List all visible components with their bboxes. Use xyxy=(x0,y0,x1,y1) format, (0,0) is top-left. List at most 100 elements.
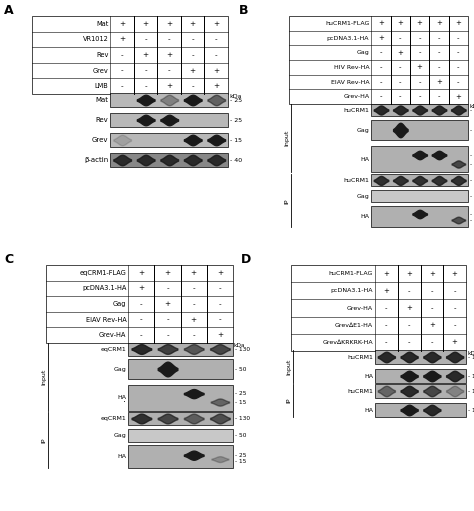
Text: +: + xyxy=(119,21,125,27)
Text: Grev∆KRKRK-HA: Grev∆KRKRK-HA xyxy=(322,340,373,345)
Bar xyxy=(375,403,466,417)
Text: pcDNA3.1-HA: pcDNA3.1-HA xyxy=(330,288,373,293)
Text: pcDNA3.1-HA: pcDNA3.1-HA xyxy=(327,35,369,40)
Text: +: + xyxy=(397,50,403,56)
Text: Gag: Gag xyxy=(114,433,126,438)
Bar xyxy=(128,412,233,425)
Text: -: - xyxy=(121,67,123,74)
Text: +: + xyxy=(138,270,145,276)
Text: -: - xyxy=(168,67,171,74)
Text: kDa: kDa xyxy=(234,343,246,348)
Text: +: + xyxy=(164,301,171,307)
Text: +: + xyxy=(166,21,172,27)
Text: -: - xyxy=(453,305,456,311)
Text: -: - xyxy=(166,317,169,322)
Text: +: + xyxy=(217,332,223,338)
Bar xyxy=(32,16,228,94)
Text: IP: IP xyxy=(41,437,46,443)
Bar xyxy=(371,205,468,227)
Text: +: + xyxy=(456,94,461,100)
Text: huCRM1: huCRM1 xyxy=(347,388,373,393)
Text: +: + xyxy=(429,322,435,328)
Text: -: - xyxy=(408,339,410,345)
Text: +: + xyxy=(190,21,196,27)
Text: kDa: kDa xyxy=(467,351,474,356)
Text: IP: IP xyxy=(286,398,291,403)
Text: +: + xyxy=(383,271,389,276)
Text: -: - xyxy=(219,317,221,322)
Bar xyxy=(291,265,466,351)
Text: -: - xyxy=(457,50,460,56)
Text: +: + xyxy=(191,270,197,276)
Text: -: - xyxy=(215,52,218,58)
Text: +: + xyxy=(190,67,196,74)
Text: -: - xyxy=(145,67,147,74)
Text: -: - xyxy=(457,35,460,41)
Text: +: + xyxy=(406,305,412,311)
Text: -: - xyxy=(399,79,401,85)
Text: - 15: - 15 xyxy=(230,137,242,143)
Text: HA: HA xyxy=(360,214,369,219)
Text: eqCRM1-FLAG: eqCRM1-FLAG xyxy=(80,270,126,276)
Text: ·: · xyxy=(123,397,126,407)
Text: eqCRM1: eqCRM1 xyxy=(100,346,126,352)
Text: huCRM1-FLAG: huCRM1-FLAG xyxy=(328,271,373,276)
Text: - 130: - 130 xyxy=(468,355,474,360)
Text: -: - xyxy=(380,64,382,71)
Text: - 25: - 25 xyxy=(235,453,246,458)
Text: Input: Input xyxy=(286,358,291,375)
Text: - 130: - 130 xyxy=(235,346,250,352)
Text: D: D xyxy=(241,253,251,266)
Text: -: - xyxy=(430,339,433,345)
Bar xyxy=(46,265,233,343)
Text: LMB: LMB xyxy=(95,83,109,89)
Text: - 25: - 25 xyxy=(470,212,474,217)
Text: +: + xyxy=(436,20,442,27)
Text: EIAV Rev-HA: EIAV Rev-HA xyxy=(331,80,369,84)
Text: Input: Input xyxy=(41,368,46,385)
Text: +: + xyxy=(406,271,412,276)
Text: -: - xyxy=(453,322,456,328)
Text: - 50: - 50 xyxy=(470,194,474,199)
Text: -: - xyxy=(399,64,401,71)
Text: Gag: Gag xyxy=(356,128,369,132)
Text: +: + xyxy=(138,286,145,291)
Text: Mat: Mat xyxy=(96,21,109,27)
Text: - 15: - 15 xyxy=(235,400,246,405)
Text: -: - xyxy=(385,305,388,311)
Text: -: - xyxy=(430,288,433,294)
Text: +: + xyxy=(143,52,149,58)
Text: -: - xyxy=(419,35,421,41)
Text: -: - xyxy=(419,79,421,85)
Text: +: + xyxy=(119,36,125,42)
Text: -: - xyxy=(166,332,169,338)
Text: Grev∆E1-HA: Grev∆E1-HA xyxy=(335,323,373,328)
Text: Grev-HA: Grev-HA xyxy=(347,306,373,311)
Text: - 25: - 25 xyxy=(470,152,474,157)
Text: Gag: Gag xyxy=(356,194,369,199)
Text: -: - xyxy=(121,52,123,58)
Text: -: - xyxy=(140,301,143,307)
Text: +: + xyxy=(456,20,461,27)
Text: - 40: - 40 xyxy=(230,157,242,162)
Text: -: - xyxy=(419,50,421,56)
Text: +: + xyxy=(166,83,172,89)
Text: -: - xyxy=(192,332,195,338)
Text: HA: HA xyxy=(360,157,369,161)
Text: -: - xyxy=(192,286,195,291)
Bar xyxy=(371,104,468,116)
Text: -: - xyxy=(168,36,171,42)
Text: -: - xyxy=(438,50,440,56)
Text: - 15: - 15 xyxy=(468,374,474,379)
Text: -: - xyxy=(219,286,221,291)
Bar xyxy=(128,342,233,356)
Text: +: + xyxy=(213,21,219,27)
Text: +: + xyxy=(452,271,457,276)
Bar xyxy=(128,429,233,442)
Text: -: - xyxy=(457,64,460,71)
Text: - 50: - 50 xyxy=(235,366,246,371)
Text: huCRM1: huCRM1 xyxy=(344,178,369,183)
Text: Grev: Grev xyxy=(92,137,109,143)
Text: -: - xyxy=(191,52,194,58)
Text: kDa: kDa xyxy=(469,104,474,109)
